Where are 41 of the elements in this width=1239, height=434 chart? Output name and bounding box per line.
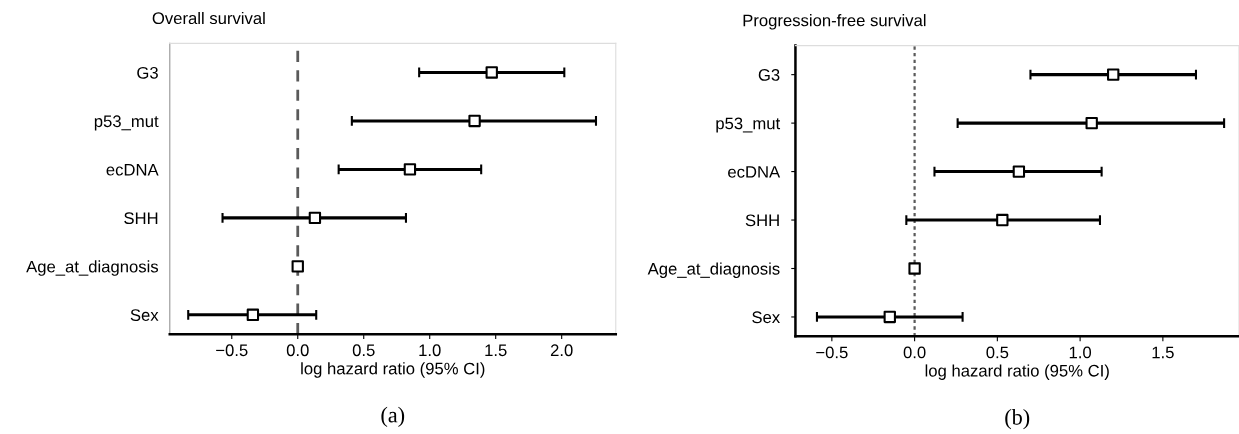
x-tick-label: −0.5 <box>216 344 248 357</box>
x-tick-label: 2.0 <box>550 344 573 357</box>
text: (b) <box>1005 409 1030 430</box>
x-tick-label: 1.5 <box>485 344 507 357</box>
y-tick-label: Age_at_diagnosis <box>647 262 780 278</box>
point <box>403 163 417 176</box>
y-tick-label: G3 <box>758 69 780 81</box>
x-tick-label: 0.0 <box>286 344 309 357</box>
point <box>1085 116 1098 130</box>
y-tick-label: Sex <box>752 311 780 324</box>
x-axis-title: log hazard ratio (95% CI) <box>925 364 1109 380</box>
point <box>996 213 1009 227</box>
y-tick-label: p53_mut <box>94 115 159 131</box>
point <box>1107 68 1120 81</box>
x-tick-label: 0.5 <box>986 346 1009 359</box>
point <box>883 310 896 324</box>
y-tick-label: ecDNA <box>728 166 781 178</box>
y-tick-label: p53_mut <box>716 117 781 133</box>
x-tick-label: −0.5 <box>816 346 848 359</box>
text: (a) <box>381 406 405 428</box>
y-tick-label: ecDNA <box>106 163 159 176</box>
x-tick-label: 0.5 <box>352 344 375 357</box>
chart-title: Progression-free survival <box>743 14 926 30</box>
point <box>1012 165 1026 178</box>
point <box>485 66 498 79</box>
point <box>908 262 921 275</box>
y-tick-label: Sex <box>130 309 159 321</box>
x-tick-label: 1.0 <box>1069 346 1092 359</box>
chart-title: Overall survival <box>152 11 265 25</box>
y-tick-label: SHH <box>745 214 779 227</box>
x-axis-title: log hazard ratio (95% CI) <box>301 362 485 378</box>
x-tick-label: 1.0 <box>419 344 441 357</box>
point <box>246 308 260 321</box>
y-tick-label: Age_at_diagnosis <box>26 260 159 276</box>
point <box>291 260 304 273</box>
x-tick-label: 1.5 <box>1152 346 1174 359</box>
point <box>468 114 481 128</box>
x-tick-label: 0.0 <box>903 346 926 359</box>
y-tick-label: SHH <box>124 212 158 225</box>
point <box>308 211 322 225</box>
y-tick-label: G3 <box>137 66 158 79</box>
